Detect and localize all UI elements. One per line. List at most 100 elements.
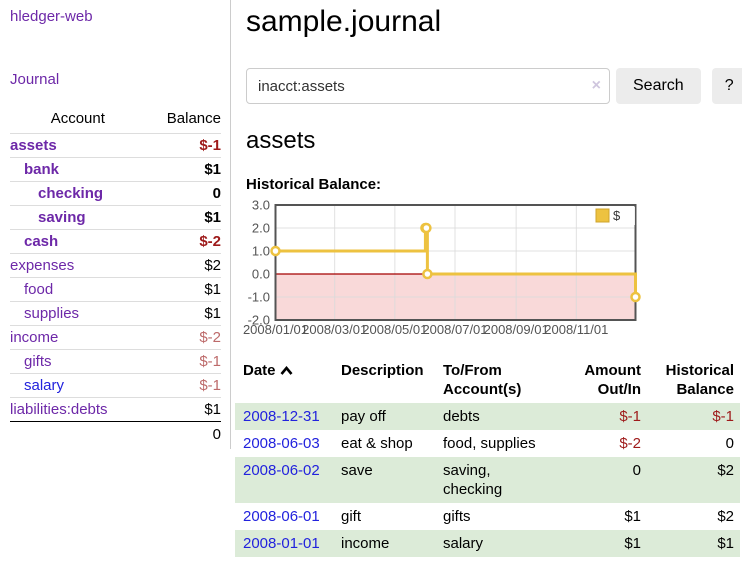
journal-nav: Journal xyxy=(10,71,221,88)
sidebar-account-link[interactable]: supplies xyxy=(24,305,80,322)
transaction-date-link[interactable]: 2008-06-02 xyxy=(243,462,320,479)
column-header-amount: Amount Out/In xyxy=(584,362,641,398)
transaction-date-link[interactable]: 2008-06-01 xyxy=(243,508,320,525)
page-title: sample.journal xyxy=(246,5,442,38)
transactions-header-row: Date Description To/From Account(s) Amou… xyxy=(235,359,740,403)
account-balance: $-2 xyxy=(145,325,221,350)
account-balance: $-1 xyxy=(145,373,221,398)
svg-text:1.0: 1.0 xyxy=(252,244,270,259)
account-row: bank $1 xyxy=(10,157,221,182)
transaction-accounts: saving, checking xyxy=(443,462,503,498)
account-row: food $1 xyxy=(10,277,221,302)
sidebar-account-link[interactable]: food xyxy=(24,281,54,298)
account-balance: $1 xyxy=(145,301,221,326)
sort-ascending-icon xyxy=(280,362,293,381)
sidebar-account-link[interactable]: checking xyxy=(38,185,104,202)
clear-search-icon[interactable]: × xyxy=(591,77,601,94)
transaction-amount: $-2 xyxy=(619,435,641,452)
transaction-amount: $1 xyxy=(624,535,641,552)
transaction-balance: 0 xyxy=(725,435,734,452)
transaction-balance: $-1 xyxy=(712,408,734,425)
transaction-date-cell: 2008-06-02 xyxy=(235,457,333,503)
sidebar-account-link[interactable]: cash xyxy=(24,233,59,250)
sidebar-account-link[interactable]: income xyxy=(10,329,59,346)
data-point xyxy=(630,291,641,303)
svg-text:2.0: 2.0 xyxy=(252,221,270,236)
historical-balance-chart: 2008/01/012008/03/012008/05/012008/07/01… xyxy=(243,200,641,337)
svg-text:2008/09/01: 2008/09/01 xyxy=(484,322,549,337)
account-row: cash $-2 xyxy=(10,229,221,254)
account-balance: $1 xyxy=(145,397,221,422)
transaction-row: 2008-06-02 save saving, checking 0 $2 xyxy=(235,457,740,503)
column-header-date[interactable]: Date xyxy=(235,359,333,403)
account-balance: $-2 xyxy=(145,229,221,254)
transaction-date-cell: 2008-06-03 xyxy=(235,430,333,457)
sidebar-account-link[interactable]: assets xyxy=(10,137,57,154)
svg-text:0.0: 0.0 xyxy=(252,267,270,282)
svg-text:2008/07/01: 2008/07/01 xyxy=(422,322,487,337)
app-layout: hledger-web Journal Account Balance asse… xyxy=(10,0,742,557)
account-row: income $-2 xyxy=(10,325,221,350)
transaction-amount: $-1 xyxy=(619,408,641,425)
transaction-row: 2008-12-31 pay off debts $-1 $-1 xyxy=(235,403,740,430)
transaction-amount: $1 xyxy=(624,508,641,525)
account-balance: $1 xyxy=(145,157,221,182)
column-header-account: To/From Account(s) xyxy=(443,362,522,398)
search-input[interactable] xyxy=(246,68,610,104)
svg-text:2008/11/01: 2008/11/01 xyxy=(544,322,608,337)
svg-text:-1.0: -1.0 xyxy=(248,290,270,305)
accounts-col-balance: Balance xyxy=(166,110,221,127)
sidebar-account-link[interactable]: salary xyxy=(24,377,65,394)
sidebar-account-link[interactable]: expenses xyxy=(10,257,75,274)
accounts-col-account: Account xyxy=(50,110,105,127)
app-title: hledger-web xyxy=(10,8,221,25)
account-row: supplies $1 xyxy=(10,301,221,326)
sidebar-account-link[interactable]: saving xyxy=(38,209,86,226)
journal-link[interactable]: Journal xyxy=(10,71,60,88)
accounts-total-row: 0 xyxy=(10,421,221,447)
sidebar-account-link[interactable]: bank xyxy=(24,161,60,178)
account-balance: $1 xyxy=(145,205,221,230)
transaction-amount: 0 xyxy=(632,462,641,479)
transaction-date-cell: 2008-06-01 xyxy=(235,503,333,530)
transaction-date-link[interactable]: 2008-01-01 xyxy=(243,535,320,552)
account-balance: $1 xyxy=(145,277,221,302)
transaction-balance: $1 xyxy=(717,535,734,552)
search-button[interactable]: Search xyxy=(616,68,701,104)
sidebar-account-link[interactable]: liabilities:debts xyxy=(10,401,108,418)
transaction-balance: $2 xyxy=(717,462,734,479)
transaction-description: eat & shop xyxy=(341,435,413,452)
legend-label: $ xyxy=(613,208,621,223)
svg-text:2008/01/01: 2008/01/01 xyxy=(243,322,308,337)
transaction-date-link[interactable]: 2008-12-31 xyxy=(243,408,320,425)
help-button[interactable]: ? xyxy=(711,68,742,104)
account-row: liabilities:debts $1 xyxy=(10,397,221,422)
transaction-date-link[interactable]: 2008-06-03 xyxy=(243,435,320,452)
transaction-description: save xyxy=(341,462,373,479)
search-form: × Search ? xyxy=(246,68,742,104)
column-header-balance: Historical Balance xyxy=(665,362,734,398)
transaction-row: 2008-01-01 income salary $1 $1 xyxy=(235,530,740,557)
data-point xyxy=(422,268,433,280)
svg-text:2008/03/01: 2008/03/01 xyxy=(302,322,367,337)
data-point xyxy=(270,245,281,257)
legend-swatch xyxy=(595,208,610,223)
account-row: saving $1 xyxy=(10,205,221,230)
account-balance: $-1 xyxy=(145,349,221,374)
transactions-table: Date Description To/From Account(s) Amou… xyxy=(235,359,740,557)
transaction-row: 2008-06-01 gift gifts $1 $2 xyxy=(235,503,740,530)
transaction-description: gift xyxy=(341,508,362,525)
account-heading: assets xyxy=(246,127,316,154)
transaction-date-cell: 2008-01-01 xyxy=(235,530,333,557)
transaction-accounts: salary xyxy=(443,535,484,552)
transaction-accounts: food, supplies xyxy=(443,435,536,452)
transaction-date-cell: 2008-12-31 xyxy=(235,403,333,430)
account-row: checking 0 xyxy=(10,181,221,206)
account-balance: 0 xyxy=(145,181,221,206)
sidebar-account-link[interactable]: gifts xyxy=(24,353,52,370)
account-row: assets $-1 xyxy=(10,133,221,158)
transaction-description: pay off xyxy=(341,408,386,425)
app-title-link[interactable]: hledger-web xyxy=(10,8,93,25)
svg-text:-2.0: -2.0 xyxy=(248,313,270,328)
account-row: salary $-1 xyxy=(10,373,221,398)
